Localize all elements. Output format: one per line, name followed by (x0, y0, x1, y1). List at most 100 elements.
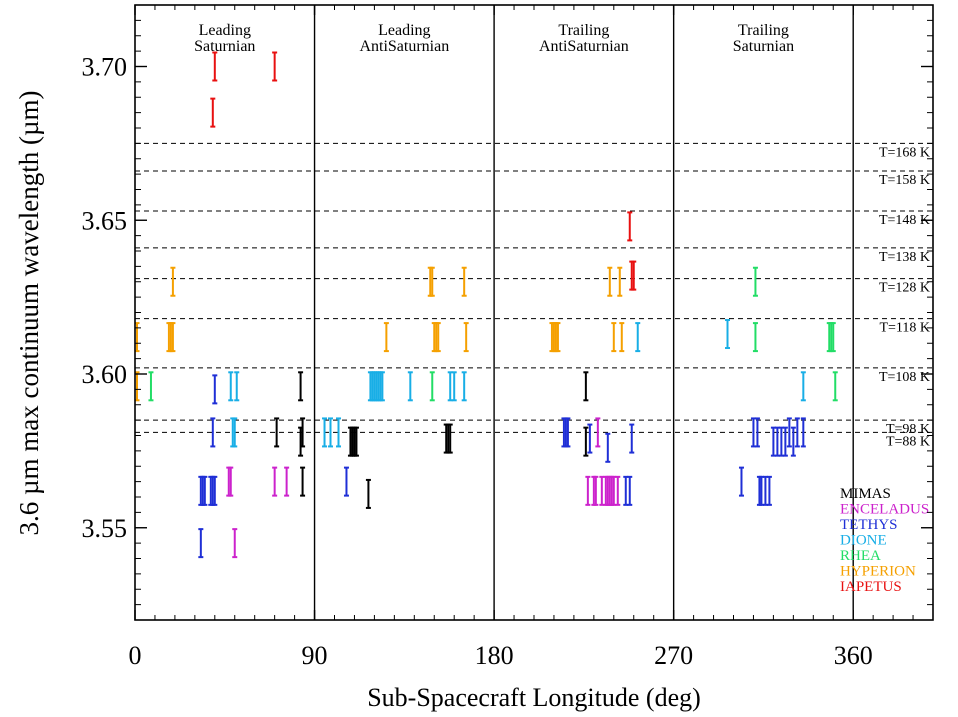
data-point (461, 371, 467, 402)
data-point (583, 426, 589, 457)
y-tick-label: 3.70 (82, 53, 128, 82)
data-point (583, 371, 589, 402)
legend-entry: IAPETUS (840, 579, 902, 595)
data-point (328, 417, 334, 448)
data-point (322, 417, 328, 448)
data-point (629, 423, 635, 454)
data-point (766, 475, 772, 506)
region-title-line1: Trailing (738, 22, 789, 39)
data-point (429, 371, 435, 402)
data-point (800, 417, 806, 448)
data-point (202, 475, 208, 506)
data-point (631, 260, 637, 291)
data-point (725, 319, 731, 350)
data-point (300, 417, 306, 448)
data-point (599, 475, 605, 506)
temperature-label: T=168 K (879, 145, 930, 160)
data-point (752, 266, 758, 297)
data-point (752, 322, 758, 353)
data-point (800, 371, 806, 402)
y-tick-label: 3.60 (82, 360, 128, 389)
data-point (170, 322, 176, 353)
data-point (343, 466, 349, 497)
region-title-line1: Leading (199, 22, 251, 39)
data-point (379, 371, 385, 402)
data-point (611, 322, 617, 353)
data-point (463, 322, 469, 353)
data-point (335, 417, 341, 448)
data-point (300, 466, 306, 497)
data-point (228, 371, 234, 402)
region-title-line2: Saturnian (733, 38, 794, 55)
data-point (627, 211, 633, 242)
plot-frame (134, 4, 934, 621)
axis-ticks: 0 90 180 270 360 3.55 3.60 3.65 3.70 (82, 4, 933, 670)
data-point (232, 528, 238, 559)
data-point (832, 371, 838, 402)
data-point (272, 51, 278, 82)
data-point (790, 426, 796, 457)
x-tick-label: 0 (129, 641, 142, 670)
data-point (447, 423, 453, 454)
legend-entry: DIONE (840, 533, 887, 549)
temperature-label: T=108 K (879, 370, 930, 385)
region-title-line1: Leading (378, 22, 430, 39)
data-point (212, 475, 218, 506)
data-point (353, 426, 359, 457)
data-point (272, 466, 278, 497)
data-point (778, 426, 784, 457)
x-axis-label: Sub-Spacecraft Longitude (deg) (367, 683, 701, 712)
temperature-label: T=128 K (879, 281, 930, 296)
y-tick-label: 3.65 (82, 206, 128, 235)
data-point (830, 322, 836, 353)
data-point (774, 426, 780, 457)
data-point (198, 528, 204, 559)
data-point (274, 417, 280, 448)
legend-entry: HYPERION (840, 564, 916, 580)
data-point (228, 466, 234, 497)
data-point (461, 266, 467, 297)
temperature-label: T=138 K (879, 250, 930, 265)
legend-entry: RHEA (840, 548, 881, 564)
data-point (210, 97, 216, 128)
data-point (429, 266, 435, 297)
region-title-line2: Saturnian (194, 38, 255, 55)
data-point (298, 371, 304, 402)
data-point (365, 478, 371, 509)
data-point (451, 371, 457, 402)
data-point (585, 475, 591, 506)
x-tick-label: 90 (302, 641, 328, 670)
data-point (595, 417, 601, 448)
data-point (782, 426, 788, 457)
region-title-line2: AntiSaturnian (539, 38, 629, 55)
data-point (635, 322, 641, 353)
data-point (587, 423, 593, 454)
data-point (623, 475, 629, 506)
data-point (212, 51, 218, 82)
data-point (234, 371, 240, 402)
data-point (435, 322, 441, 353)
data-point (565, 417, 571, 448)
data-point (786, 417, 792, 448)
x-tick-label: 270 (654, 641, 693, 670)
data-point (605, 432, 611, 463)
data-point (770, 426, 776, 457)
data-point (738, 466, 744, 497)
y-axis-label: 3.6 µm max continuum wavelength (µm) (14, 90, 44, 535)
data-point (210, 417, 216, 448)
data-point (555, 322, 561, 353)
temperature-label: T=98 K (886, 422, 930, 437)
data-point (212, 374, 218, 405)
data-point (619, 322, 625, 353)
data-points (134, 51, 838, 559)
x-tick-label: 360 (834, 641, 873, 670)
data-point (627, 475, 633, 506)
region-title-line1: Trailing (558, 22, 609, 39)
temperature-label: T=148 K (879, 213, 930, 228)
data-point (617, 266, 623, 297)
data-point (447, 371, 453, 402)
data-point (383, 322, 389, 353)
region-dividers (313, 5, 854, 620)
y-tick-label: 3.55 (82, 514, 128, 543)
